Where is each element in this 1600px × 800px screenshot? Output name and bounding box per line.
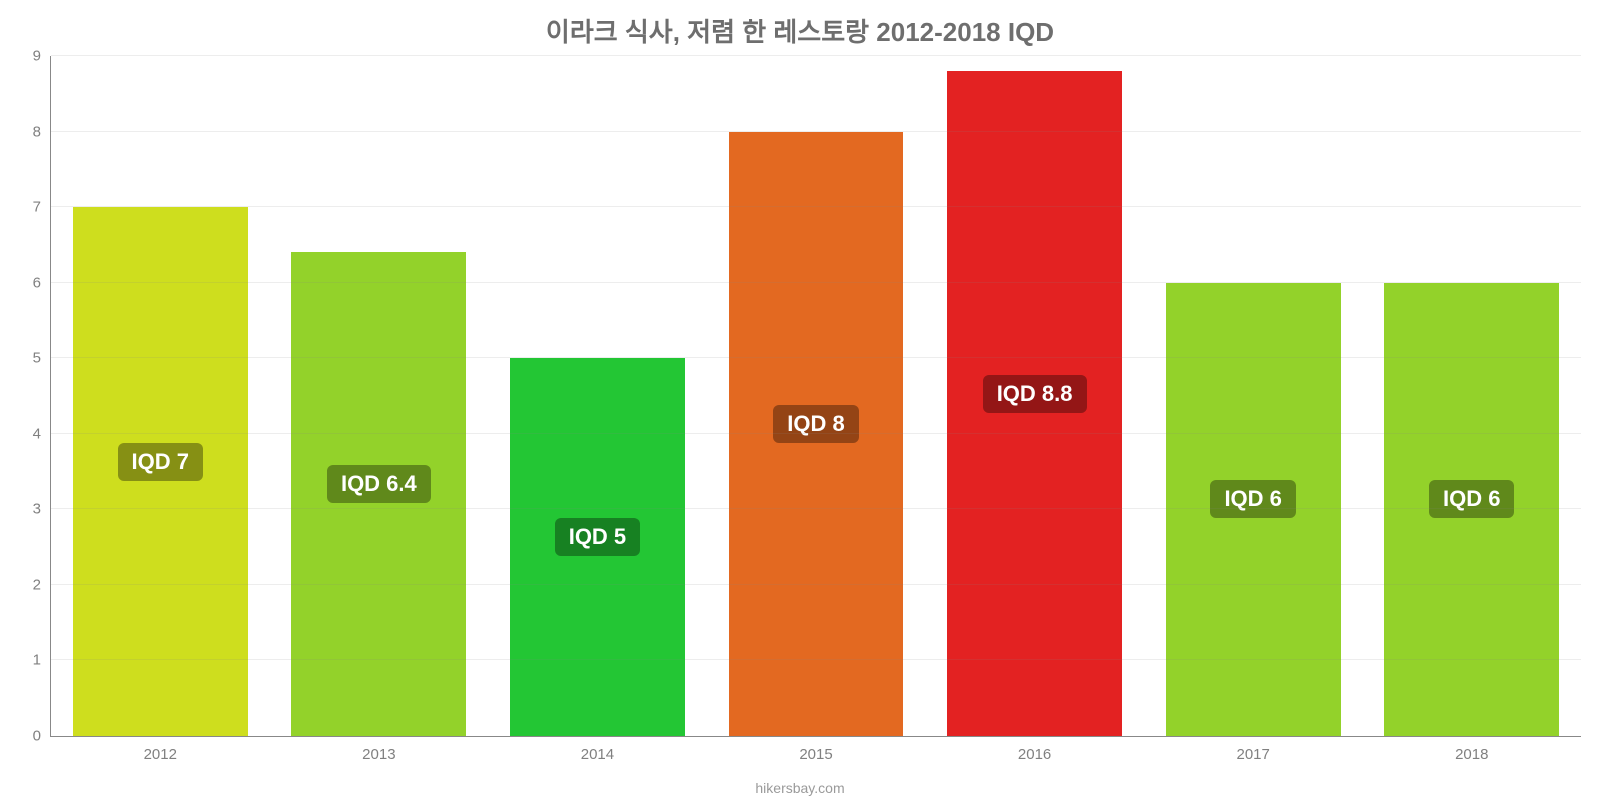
value-badge: IQD 8: [773, 405, 858, 443]
value-badge: IQD 7: [118, 443, 203, 481]
value-badge: IQD 6: [1429, 480, 1514, 518]
y-tick-label: 3: [33, 501, 51, 518]
bar-slot: IQD 62017: [1144, 56, 1363, 736]
bar-slot: IQD 72012: [51, 56, 270, 736]
y-tick-label: 9: [33, 48, 51, 65]
bars-row: IQD 72012IQD 6.42013IQD 52014IQD 82015IQ…: [51, 56, 1581, 736]
plot-area: IQD 72012IQD 6.42013IQD 52014IQD 82015IQ…: [50, 56, 1581, 737]
gridline: [51, 131, 1581, 132]
bar-slot: IQD 82015: [707, 56, 926, 736]
x-tick-label: 2014: [581, 736, 614, 763]
bar-rect: IQD 7: [73, 207, 248, 736]
bar-rect: IQD 8: [729, 132, 904, 736]
y-tick-label: 7: [33, 199, 51, 216]
y-tick-label: 0: [33, 728, 51, 745]
y-tick-label: 2: [33, 576, 51, 593]
gridline: [51, 584, 1581, 585]
y-tick-label: 4: [33, 425, 51, 442]
gridline: [51, 206, 1581, 207]
chart-container: 이라크 식사, 저렴 한 레스토랑 2012-2018 IQD IQD 7201…: [0, 0, 1600, 800]
bar-rect: IQD 5: [510, 358, 685, 736]
bar-slot: IQD 52014: [488, 56, 707, 736]
gridline: [51, 433, 1581, 434]
chart-title: 이라크 식사, 저렴 한 레스토랑 2012-2018 IQD: [0, 12, 1600, 49]
bar-slot: IQD 8.82016: [925, 56, 1144, 736]
value-badge: IQD 6.4: [327, 465, 431, 503]
bar-slot: IQD 62018: [1362, 56, 1581, 736]
gridline: [51, 55, 1581, 56]
bar-rect: IQD 6.4: [291, 252, 466, 736]
value-badge: IQD 5: [555, 518, 640, 556]
bar-rect: IQD 8.8: [947, 71, 1122, 736]
gridline: [51, 282, 1581, 283]
y-tick-label: 1: [33, 652, 51, 669]
x-tick-label: 2012: [144, 736, 177, 763]
x-tick-label: 2018: [1455, 736, 1488, 763]
gridline: [51, 357, 1581, 358]
gridline: [51, 659, 1581, 660]
x-tick-label: 2015: [799, 736, 832, 763]
x-tick-label: 2013: [362, 736, 395, 763]
bar-slot: IQD 6.42013: [270, 56, 489, 736]
source-text: hikersbay.com: [0, 780, 1600, 796]
y-tick-label: 5: [33, 350, 51, 367]
y-tick-label: 6: [33, 274, 51, 291]
value-badge: IQD 6: [1210, 480, 1295, 518]
x-tick-label: 2017: [1236, 736, 1269, 763]
x-tick-label: 2016: [1018, 736, 1051, 763]
value-badge: IQD 8.8: [983, 375, 1087, 413]
gridline: [51, 508, 1581, 509]
y-tick-label: 8: [33, 123, 51, 140]
